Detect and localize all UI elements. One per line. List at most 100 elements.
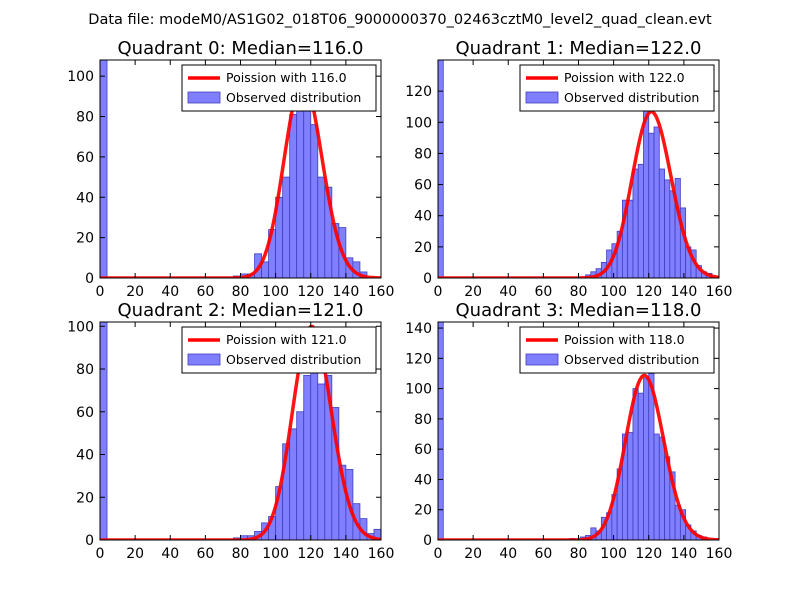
y-tick-label: 60	[414, 442, 432, 458]
histogram-bar	[627, 199, 634, 278]
y-tick-label: 120	[405, 351, 432, 367]
histogram-bar	[438, 60, 444, 278]
legend-bar-label: Observed distribution	[564, 352, 699, 367]
quadrant-0-plot-area	[100, 60, 381, 278]
x-tick-label: 140	[671, 546, 698, 562]
quadrant-1-title: Quadrant 1: Median=122.0	[456, 38, 702, 59]
legend-line-label: Poission with 116.0	[226, 70, 347, 85]
quadrant-0-title: Quadrant 0: Median=116.0	[118, 38, 364, 59]
histogram-bar	[658, 168, 665, 278]
histogram-bar	[317, 383, 326, 540]
histogram-bar	[637, 392, 644, 540]
x-tick-label: 20	[126, 546, 144, 562]
histogram-bar	[303, 375, 312, 540]
y-tick-label: 20	[76, 231, 94, 247]
y-tick-label: 20	[414, 503, 432, 519]
histogram-bar	[100, 60, 108, 278]
histogram-bar	[658, 436, 665, 540]
y-tick-label: 80	[76, 110, 94, 126]
y-tick-label: 40	[76, 190, 94, 206]
legend-bar-label: Observed distribution	[226, 90, 361, 105]
legend-bar-swatch	[525, 353, 559, 366]
x-tick-label: 100	[262, 284, 289, 300]
quadrant-1-plot-area	[438, 60, 719, 278]
quadrant-1-legend: Poission with 122.0 Observed distribution	[519, 64, 715, 112]
y-tick-label: 20	[76, 490, 94, 506]
histogram-bar	[664, 179, 671, 278]
y-tick-label: 0	[85, 271, 94, 287]
figure-suptitle: Data file: modeM0/AS1G02_018T06_90000003…	[88, 12, 712, 28]
x-tick-label: 40	[161, 284, 179, 300]
legend-bar-label: Observed distribution	[226, 352, 361, 367]
histogram-bar	[669, 190, 676, 278]
x-tick-label: 100	[262, 546, 289, 562]
histogram-bar	[100, 322, 108, 540]
legend-bar-swatch	[187, 353, 221, 366]
quadrant-2-subplot: Quadrant 2: Median=121.0 0 20 40 60 80 100 120 1…	[67, 300, 394, 562]
y-tick-label: 140	[405, 321, 432, 337]
subplots-grid: Quadrant 0: Median=116.0 0 20 40 60 80 100 120 1…	[67, 38, 732, 562]
x-tick-label: 40	[499, 284, 517, 300]
histogram-bar	[296, 411, 305, 540]
histogram-bar	[310, 124, 319, 278]
quadrant-3-subplot: Quadrant 3: Median=118.0 0 20 40 60 80 100 120 1…	[405, 300, 732, 562]
x-tick-label: 60	[534, 546, 552, 562]
quadrant-2-title: Quadrant 2: Median=121.0	[118, 300, 364, 321]
quadrant-1-histogram	[438, 60, 713, 278]
x-tick-label: 140	[333, 546, 360, 562]
y-tick-label: 40	[414, 472, 432, 488]
legend-line-label: Poission with 122.0	[564, 70, 685, 85]
y-tick-label: 100	[67, 319, 94, 335]
legend-bar-swatch	[187, 91, 221, 104]
y-tick-label: 60	[76, 150, 94, 166]
x-tick-label: 60	[534, 284, 552, 300]
x-tick-label: 80	[570, 546, 588, 562]
y-tick-label: 0	[423, 271, 432, 287]
x-tick-label: 160	[706, 284, 733, 300]
x-tick-label: 80	[570, 284, 588, 300]
x-tick-label: 120	[297, 284, 324, 300]
histogram-bar	[653, 126, 660, 278]
x-tick-label: 140	[333, 284, 360, 300]
x-tick-label: 60	[196, 546, 214, 562]
histogram-bar	[632, 168, 639, 278]
x-tick-label: 0	[434, 284, 443, 300]
x-tick-label: 40	[499, 546, 517, 562]
x-tick-label: 120	[635, 546, 662, 562]
y-tick-label: 80	[414, 146, 432, 162]
y-tick-label: 60	[76, 405, 94, 421]
y-tick-label: 40	[414, 209, 432, 225]
x-tick-label: 20	[464, 284, 482, 300]
y-tick-label: 100	[67, 69, 94, 85]
histogram-bar	[643, 106, 650, 278]
y-tick-label: 80	[414, 412, 432, 428]
x-tick-label: 160	[368, 284, 395, 300]
y-tick-label: 100	[405, 115, 432, 131]
x-tick-label: 100	[600, 546, 627, 562]
histogram-bar	[637, 163, 644, 278]
x-tick-label: 80	[232, 284, 250, 300]
y-tick-label: 20	[414, 240, 432, 256]
quadrant-3-title: Quadrant 3: Median=118.0	[456, 300, 702, 321]
x-tick-label: 20	[464, 546, 482, 562]
x-tick-label: 40	[161, 546, 179, 562]
histogram-bar	[632, 388, 639, 540]
x-tick-label: 160	[706, 546, 733, 562]
histogram-bar	[643, 377, 650, 540]
histogram-bar	[289, 114, 298, 278]
quadrant-0-legend: Poission with 116.0 Observed distribution	[181, 64, 377, 112]
histogram-bar	[648, 132, 655, 278]
histogram-bar	[653, 433, 660, 540]
y-tick-label: 40	[76, 448, 94, 464]
histogram-bar	[627, 432, 634, 540]
y-tick-label: 60	[414, 178, 432, 194]
histogram-bar	[317, 176, 326, 278]
x-tick-label: 60	[196, 284, 214, 300]
x-tick-label: 80	[232, 546, 250, 562]
x-tick-label: 100	[600, 284, 627, 300]
histogram-bar	[289, 428, 298, 540]
quadrant-0-subplot: Quadrant 0: Median=116.0 0 20 40 60 80 100 120 1…	[67, 38, 394, 300]
legend-bar-swatch	[525, 91, 559, 104]
x-tick-label: 140	[671, 284, 698, 300]
